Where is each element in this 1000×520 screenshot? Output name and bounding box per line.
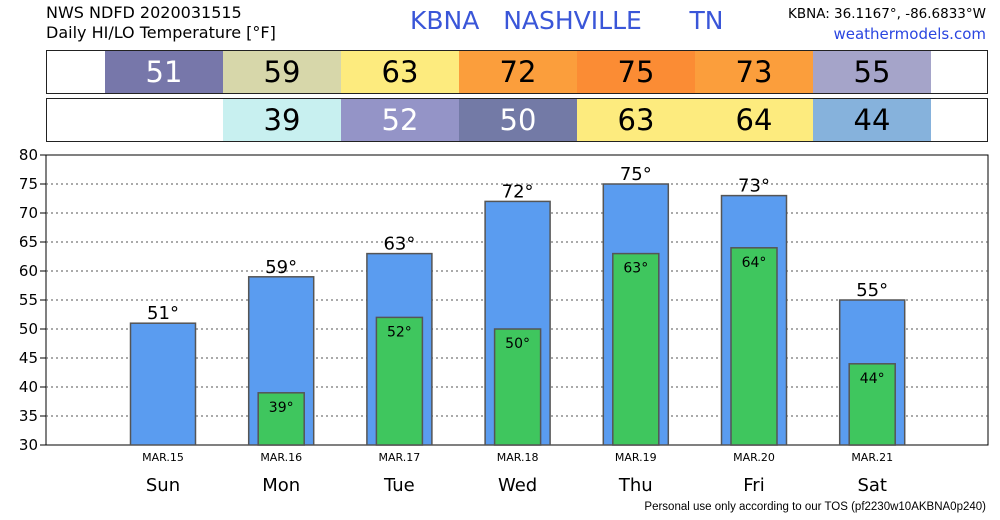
- y-tick-label: 40: [19, 378, 38, 396]
- y-tick-label: 50: [19, 320, 38, 338]
- low-temp-cell: 64: [695, 99, 813, 141]
- y-tick-label: 60: [19, 262, 38, 280]
- low-temp-cell: 50: [459, 99, 577, 141]
- y-tick-label: 35: [19, 407, 38, 425]
- model-run-label: NWS NDFD 2020031515: [46, 3, 242, 22]
- location-title: KBNA NASHVILLE TN: [410, 6, 723, 35]
- y-tick-label: 30: [19, 436, 38, 454]
- high-temp-cell: 59: [223, 51, 341, 93]
- low-temp-label: 52°: [387, 324, 412, 340]
- low-temp-bar: [257, 392, 305, 446]
- product-label: Daily HI/LO Temperature [°F]: [46, 23, 276, 42]
- y-tick-label: 55: [19, 291, 38, 309]
- date-label: MAR.19: [615, 451, 657, 464]
- low-temp-cell: [105, 99, 223, 141]
- station-code: KBNA: [410, 6, 480, 35]
- low-temp-label: 50°: [505, 336, 530, 352]
- y-tick-label: 45: [19, 349, 38, 367]
- high-temp-cell: 73: [695, 51, 813, 93]
- high-temp-cell: 75: [577, 51, 695, 93]
- temperature-chart: 30 35 40 45 50 55 60 65 70 75 80 51° MAR.15 Sun 59° 39°…: [19, 146, 989, 496]
- day-label: Sat: [857, 475, 887, 496]
- low-temp-cell: 39: [223, 99, 341, 141]
- day-label: Mon: [262, 475, 300, 496]
- day-label: Wed: [498, 475, 537, 496]
- low-temp-bar: [612, 252, 660, 446]
- city-name: NASHVILLE: [503, 6, 642, 35]
- high-temp-cell: 51: [105, 51, 223, 93]
- high-temp-label: 63°: [383, 234, 415, 255]
- low-temp-cell: 52: [341, 99, 459, 141]
- y-tick-label: 80: [19, 146, 38, 164]
- low-temp-cell: 44: [813, 99, 931, 141]
- date-label: MAR.18: [497, 451, 539, 464]
- station-coords: KBNA: 36.1167°, -86.6833°W: [787, 6, 986, 22]
- high-temp-label: 72°: [502, 181, 534, 202]
- low-temp-bar: [848, 363, 896, 446]
- state-code: TN: [689, 6, 724, 35]
- low-temp-label: 63°: [623, 261, 648, 277]
- high-temp-label: 55°: [856, 280, 888, 301]
- high-temp-cell: 55: [813, 51, 931, 93]
- header-info: NWS NDFD 2020031515 Daily HI/LO Temperat…: [46, 3, 276, 43]
- y-tick-label: 65: [19, 233, 38, 251]
- low-temp-label: 44°: [860, 371, 885, 387]
- header-right: KBNA: 36.1167°, -86.6833°W weathermodels…: [788, 4, 986, 44]
- date-label: MAR.17: [379, 451, 421, 464]
- high-temp-label: 59°: [265, 257, 297, 278]
- high-temp-cell: 72: [459, 51, 577, 93]
- y-tick-label: 75: [19, 175, 38, 193]
- y-tick-label: 70: [19, 204, 38, 222]
- low-temp-bar: [375, 316, 424, 446]
- site-link[interactable]: weathermodels.com: [833, 25, 986, 43]
- date-label: MAR.16: [260, 451, 302, 464]
- low-temp-bar: [493, 328, 542, 446]
- day-label: Fri: [743, 475, 764, 496]
- low-temp-label: 39°: [269, 400, 294, 416]
- high-temp-bar: [129, 322, 197, 446]
- low-temp-strip: 39 52 50 63 64 44: [46, 98, 988, 142]
- date-label: MAR.15: [142, 451, 184, 464]
- low-temp-label: 64°: [742, 255, 767, 271]
- high-temp-label: 75°: [620, 164, 652, 185]
- low-temp-cell: 63: [577, 99, 695, 141]
- day-label: Thu: [618, 475, 653, 496]
- date-label: MAR.20: [733, 451, 775, 464]
- high-temp-label: 51°: [147, 303, 179, 324]
- high-temp-label: 73°: [738, 176, 770, 197]
- date-label: MAR.21: [851, 451, 893, 464]
- day-label: Tue: [383, 475, 415, 496]
- high-temp-cell: 63: [341, 51, 459, 93]
- day-label: Sun: [146, 475, 180, 496]
- high-temp-strip: 51 59 63 72 75 73 55: [46, 50, 988, 94]
- footer-notice: Personal use only according to our TOS (…: [644, 501, 986, 513]
- low-temp-bar: [730, 247, 778, 446]
